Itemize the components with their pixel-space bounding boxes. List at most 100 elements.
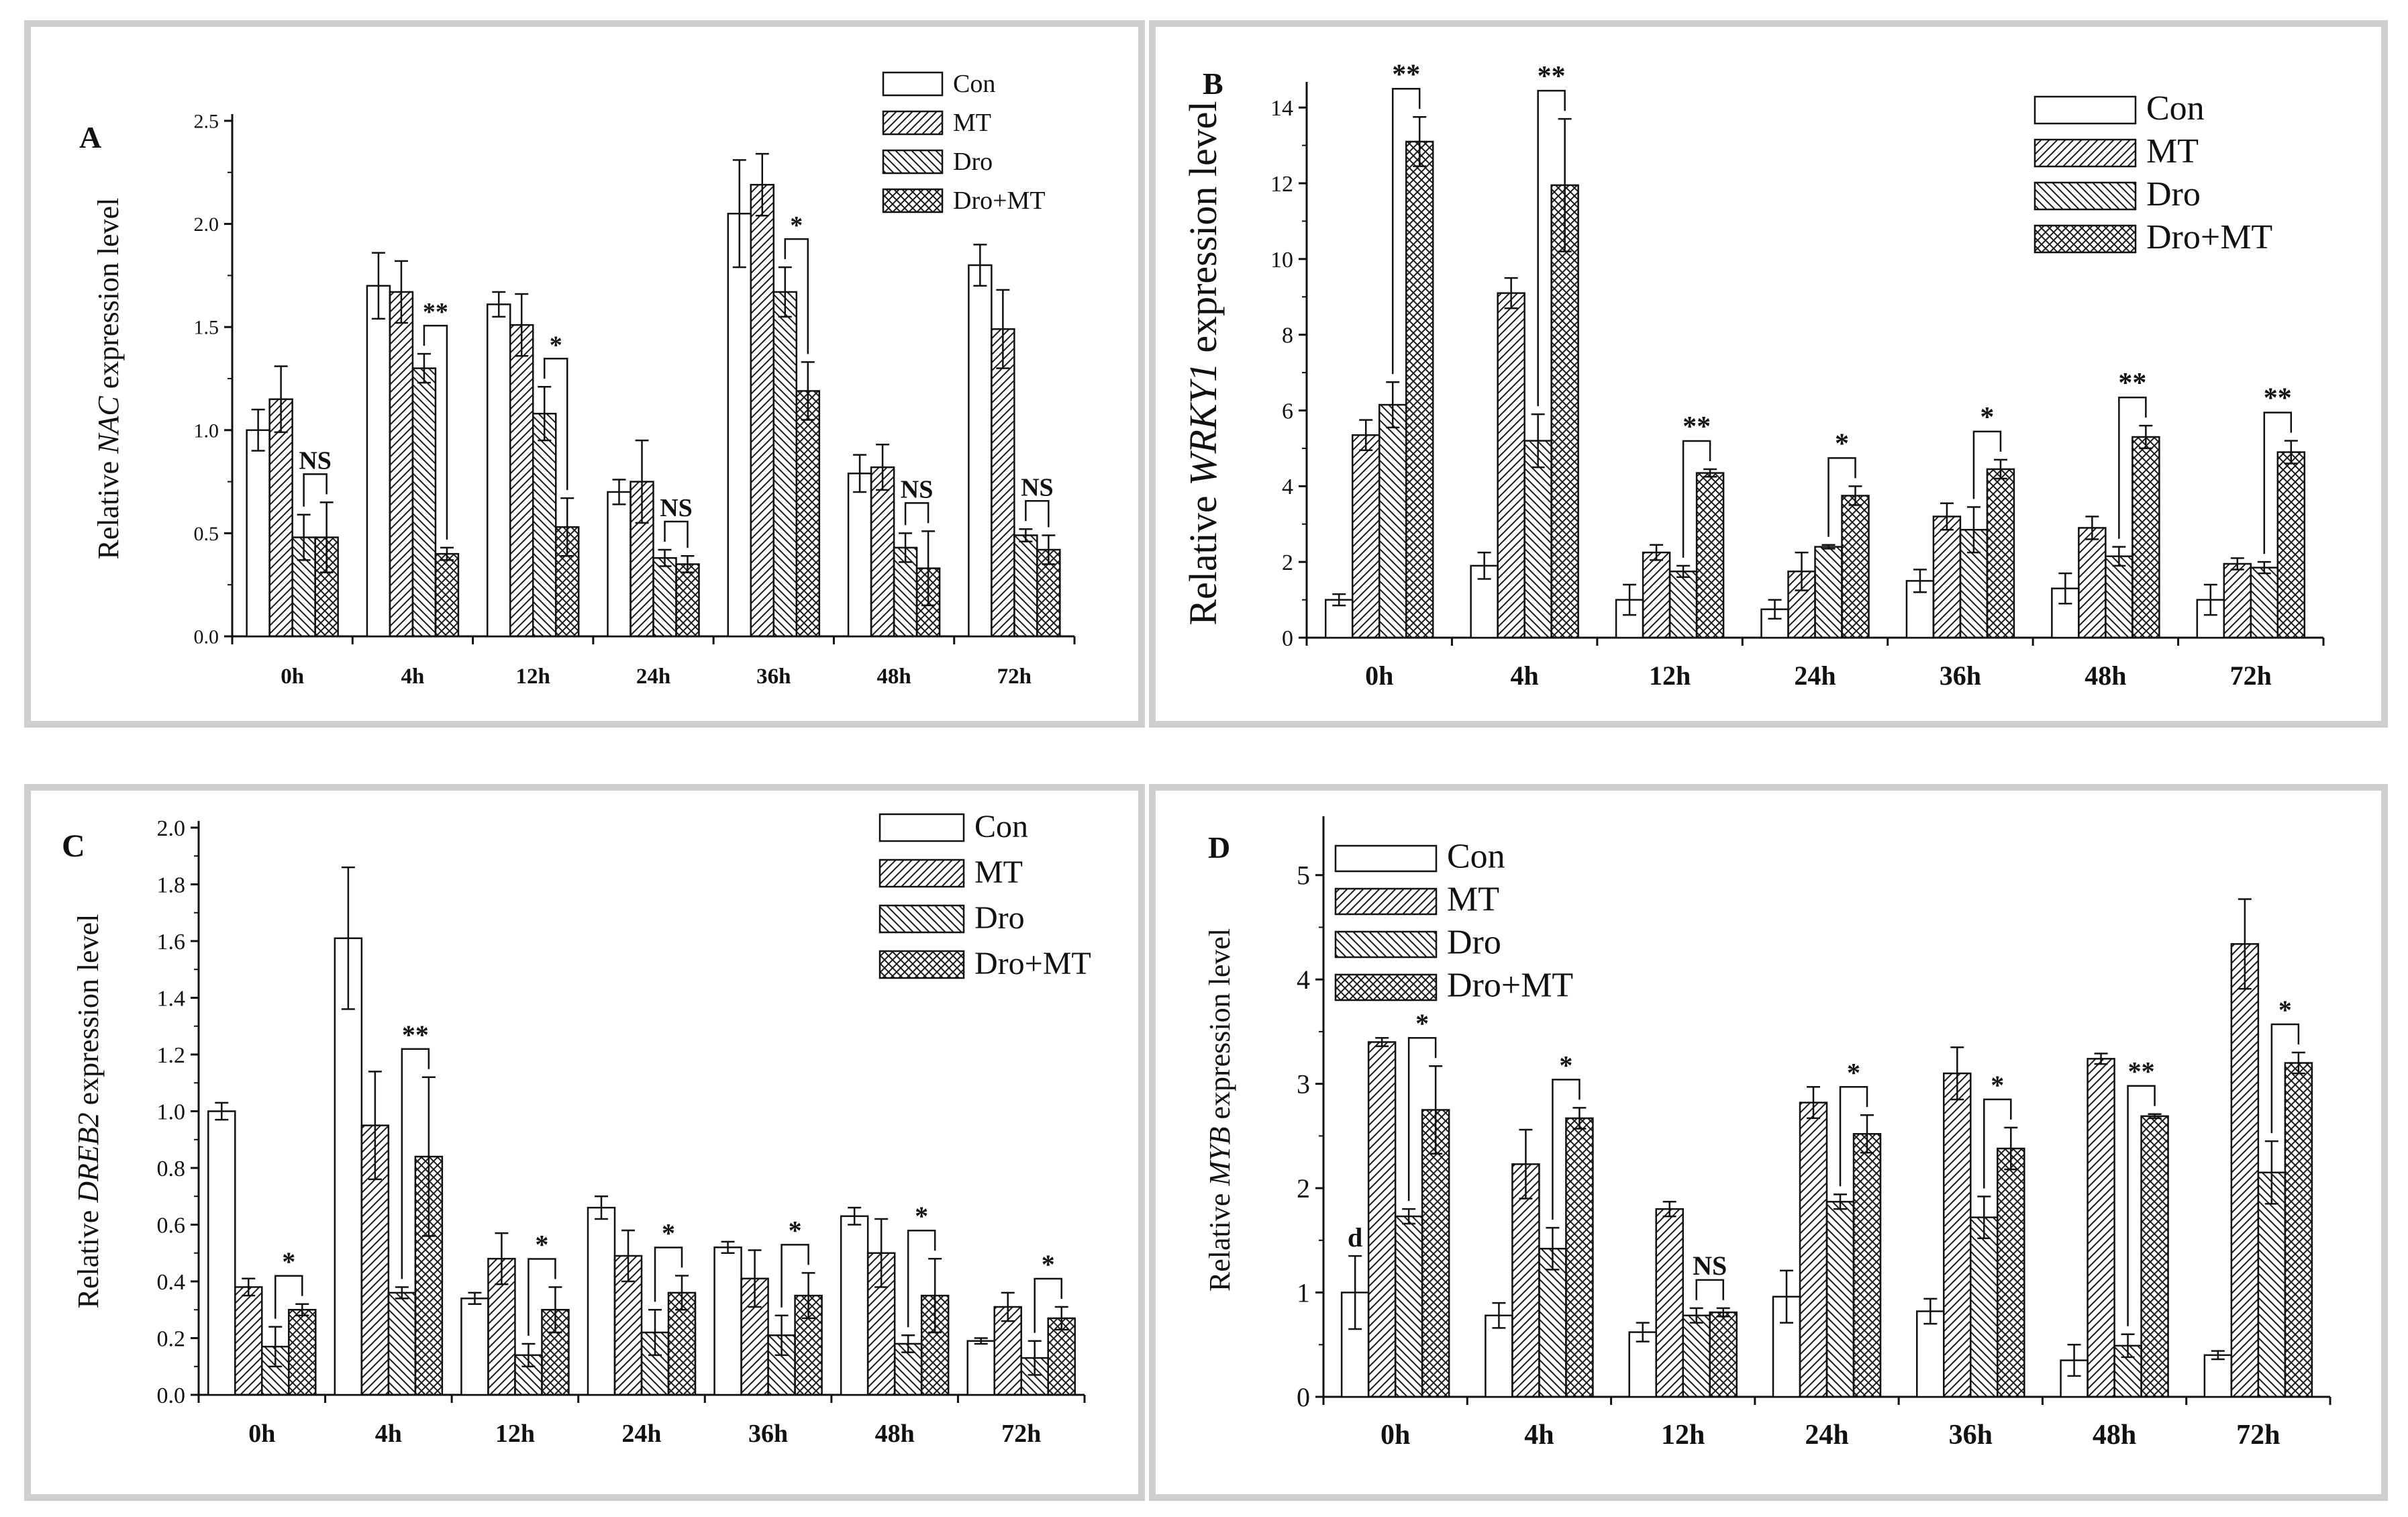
bar [1695,472,1725,639]
x-tick-label: 4h [401,665,424,689]
significance-label: NS [660,494,693,522]
y-axis-label: Relative MYB expression level [1203,928,1236,1291]
y-axis-label-gene: WRKY1 [1181,362,1225,486]
x-tick-label: 0h [1381,1420,1410,1451]
legend-label: Dro [2146,175,2201,213]
bar [750,183,775,638]
significance-bracket [1391,88,1421,375]
y-tick-label: 12 [1270,172,1293,197]
significance-bracket [904,502,930,526]
legend-swatch [2034,138,2137,168]
x-tick-label: 24h [636,665,670,689]
legend-swatch [882,188,944,213]
bar [1485,1314,1513,1398]
significance-label: * [1835,428,1849,459]
bar [1405,140,1434,639]
legend-swatch [879,859,965,888]
panel-b-wrky1-chart: 0 2 4 6 8 10 12 14 0h 4h 12h 24h 36h 48h 72h Relative W… [1149,20,2388,728]
x-tick-label: 4h [1511,660,1539,691]
y-axis-label-suffix: expression level [1181,101,1225,362]
legend-swatch [1334,930,1438,959]
bar [713,1246,742,1396]
legend-label: Dro+MT [974,946,1091,981]
significance-label: ** [1392,59,1420,90]
y-tick-label: 0.0 [194,626,219,648]
x-tick-label: 72h [2236,1420,2280,1451]
x-tick-label: 0h [1365,660,1393,691]
legend: Con MT Dro Dro+MT [2034,89,2272,256]
bar [2131,436,2160,639]
y-tick-label: 2 [1297,1173,1310,1204]
bar [1943,1072,1972,1398]
bar [2223,562,2252,639]
legend-swatch [879,904,965,934]
significance-bracket [1839,1086,1868,1187]
y-tick-label: 0.5 [194,523,219,545]
legend-swatch [882,110,944,136]
bar [387,1291,417,1396]
bar [1565,1117,1594,1398]
y-tick-label: 0.6 [157,1213,186,1238]
significance-label: * [790,211,803,240]
y-tick-label: 1.4 [157,986,186,1011]
bar [1709,1311,1738,1398]
significance-label: ** [1538,61,1566,92]
y-axis-label: Relative NAC expression level [92,198,125,560]
bar [1378,403,1407,639]
x-tick-label: 36h [756,665,791,689]
significance-bracket [2270,1023,2300,1134]
significance-bracket [1972,430,2002,499]
x-tick-label: 48h [2085,660,2126,691]
significance-label: * [550,331,562,359]
y-tick-label: 2.5 [194,111,219,133]
bar [1970,1216,1999,1398]
legend-label: Con [953,70,995,98]
legend-label: Con [974,809,1028,844]
legend-swatch [882,71,944,97]
bar [1852,1133,1882,1398]
y-tick-label: 4 [1297,965,1310,995]
x-tick-label: 0h [248,1420,275,1448]
significance-label: * [662,1218,675,1249]
bar [772,291,798,638]
legend-swatch [2034,224,2137,254]
legend-label: MT [1447,880,1499,918]
bar [1351,434,1381,639]
bar [2230,943,2260,1398]
x-tick-label: 24h [1805,1420,1848,1451]
x-tick-label: 12h [495,1420,535,1448]
significance-bracket [274,1275,303,1319]
significance-bracket [1025,500,1050,528]
significance-bracket [1552,1079,1581,1220]
significance-bracket [303,473,328,507]
x-tick-label: 12h [1661,1420,1705,1451]
legend-swatch [879,813,965,842]
significance-bracket [1682,440,1711,558]
y-tick-label: 10 [1270,248,1293,273]
y-tick-label: 1.2 [157,1043,186,1068]
bar [2276,451,2306,639]
bar [411,367,437,638]
x-tick-label: 4h [375,1420,402,1448]
y-tick-label: 4 [1282,475,1293,499]
bar [1642,551,1671,639]
bar [652,557,677,638]
bar [460,1298,489,1396]
y-axis-label-gene: NAC [92,396,125,454]
significance-label: * [1991,1070,2004,1100]
legend-label: Dro [953,148,993,176]
significance-bracket [784,238,809,354]
chart-svg: 0.0 0.5 1.0 1.5 2.0 2.5 0h 4h 12h 24h 36h 48h 72h Rel… [79,70,1076,689]
significance-label: ** [1683,411,1711,442]
panel-c-dreb2-chart: 0.0 0.2 0.4 0.6 0.8 1.0 1.2 1.4 1.6 1.8 2.0 0h 4h 12h… [24,784,1145,1501]
legend-label: MT [953,109,991,137]
significance-label: * [535,1229,548,1259]
bar [487,1257,516,1396]
panel-label: B [1203,66,1223,101]
bar [509,324,534,638]
significance-bracket [1034,1277,1062,1333]
annotation-label: d [1348,1222,1362,1253]
significance-bracket [2127,1085,2156,1326]
significance-bracket [528,1258,556,1336]
y-axis-label-prefix: Relative [92,454,125,560]
